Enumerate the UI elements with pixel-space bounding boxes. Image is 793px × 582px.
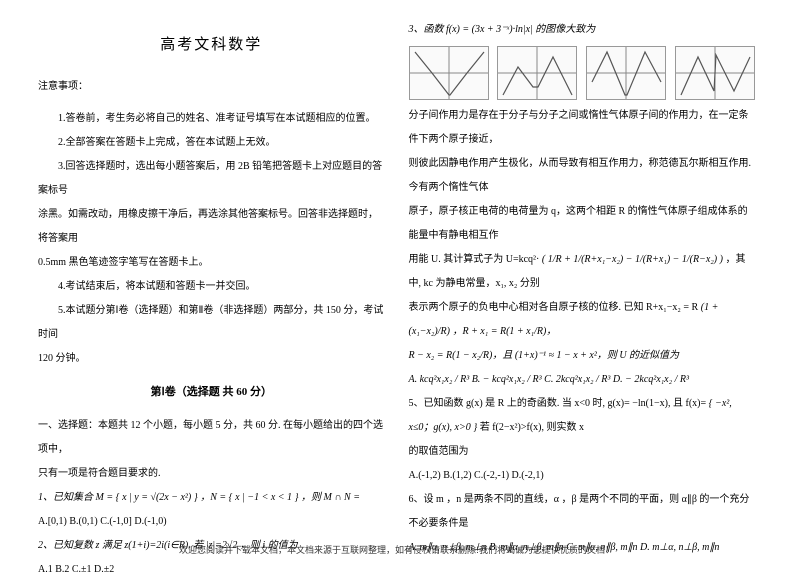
chart-option-a [409,46,489,100]
question-4-line-f: R − x₂ = R(1 − x₂/R)，且 (1+x)⁻¹ ≈ 1 − x +… [409,344,756,368]
question-4-options: A. kcq²x₁x₂ / R³ B. − kcq²x₁x₂ / R³ C. 2… [409,368,756,392]
main-title: 高考文科数学 [38,30,385,62]
instruction-3a: 3.回答选择题时，选出每小题答案后，用 2B 铅笔把答题卡上对应题目的答案标号 [38,155,385,203]
question-5-line-b: 的取值范围为 [409,440,756,464]
instruction-3c: 0.5mm 黑色笔迹签字笔写在答题卡上。 [38,251,385,275]
q5a-text: 5、已知函数 g(x) 是 R 上的奇函数. 当 x<0 时, g(x)= −l… [409,398,707,409]
question-6-line-a: 6、设 m ，n 是两条不同的直线，α ，β 是两个不同的平面，则 α∥β 的一… [409,488,756,536]
question-4-line-d: 用能 U. 其计算式子为 U=kcq²· ( 1/R + 1/(R+x₁−x₂)… [409,248,756,296]
notice-label: 注意事项： [38,76,385,97]
question-2-options: A.1 B.2 C.±1 D.±2 [38,558,385,582]
question-3: 3、函数 f(x) = (3x + 3⁻ˣ)·ln|x| 的图像大致为 [409,18,756,42]
left-column: 高考文科数学 注意事项： 1.答卷前，考生务必将自己的姓名、准考证号填写在本试题… [38,18,385,582]
q4e-prefix: 表示两个原子的负电中心相对各自原子核的位移. 已知 R+x₁−x₂ = R [409,302,699,313]
chart-option-c [586,46,666,100]
chart-option-b [497,46,577,100]
question-1: 1、已知集合 M = { x | y = √(2x − x²) } ，N = {… [38,486,385,510]
instruction-2: 2.全部答案在答题卡上完成，答在本试题上无效。 [38,131,385,155]
question-1-options: A.[0,1) B.(0,1) C.(-1,0] D.(-1,0) [38,510,385,534]
page-footer: 欢迎您阅读并下载本文档，本文档来源于互联网整理，如有侵权请联系删除!我们将竭诚为… [0,543,793,556]
page-two-column: 高考文科数学 注意事项： 1.答卷前，考生务必将自己的姓名、准考证号填写在本试题… [0,0,793,582]
q4d-brace: ( 1/R + 1/(R+x₁−x₂) − 1/(R+x₁) − 1/(R−x₂… [542,254,723,265]
chart-option-d [675,46,755,100]
instruction-1: 1.答卷前，考生务必将自己的姓名、准考证号填写在本试题相应的位置。 [38,107,385,131]
section-1-title: 第Ⅰ卷（选择题 共 60 分） [38,381,385,404]
instruction-5a: 5.本试题分第Ⅰ卷（选择题）和第Ⅱ卷（非选择题）两部分，共 150 分，考试时间 [38,299,385,347]
question-4-line-e: 表示两个原子的负电中心相对各自原子核的位移. 已知 R+x₁−x₂ = R (1… [409,296,756,344]
instruction-5b: 120 分钟。 [38,347,385,371]
instruction-3b: 涂黑。如需改动，用橡皮擦干净后，再选涂其他答案标号。回答非选择题时，将答案用 [38,203,385,251]
question-4-line-b: 则彼此因静电作用产生极化，从而导致有相互作用力，称范德瓦尔斯相互作用.今有两个惰… [409,152,756,200]
question-5-options: A.(-1,2) B.(1,2) C.(-2,-1) D.(-2,1) [409,464,756,488]
question-3-charts [409,46,756,98]
question-5-line-a: 5、已知函数 g(x) 是 R 上的奇函数. 当 x<0 时, g(x)= −l… [409,392,756,440]
question-4-line-a: 分子间作用力是存在于分子与分子之间或惰性气体原子间的作用力，在一定条件下两个原子… [409,104,756,152]
right-column: 3、函数 f(x) = (3x + 3⁻ˣ)·ln|x| 的图像大致为 分子间作… [409,18,756,582]
q4d-prefix: 用能 U. 其计算式子为 U=kcq²· [409,254,540,265]
section-1-desc-a: 一、选择题：本题共 12 个小题，每小题 5 分，共 60 分. 在每小题给出的… [38,414,385,462]
q5b-text: 若 f(2−x²)>f(x), 则实数 x [480,422,584,433]
question-4-line-c: 原子，原子核正电荷的电荷量为 q，这两个相距 R 的惰性气体原子组成体系的能量中… [409,200,756,248]
instruction-4: 4.考试结束后，将本试题和答题卡一并交回。 [38,275,385,299]
section-1-desc-b: 只有一项是符合题目要求的. [38,462,385,486]
